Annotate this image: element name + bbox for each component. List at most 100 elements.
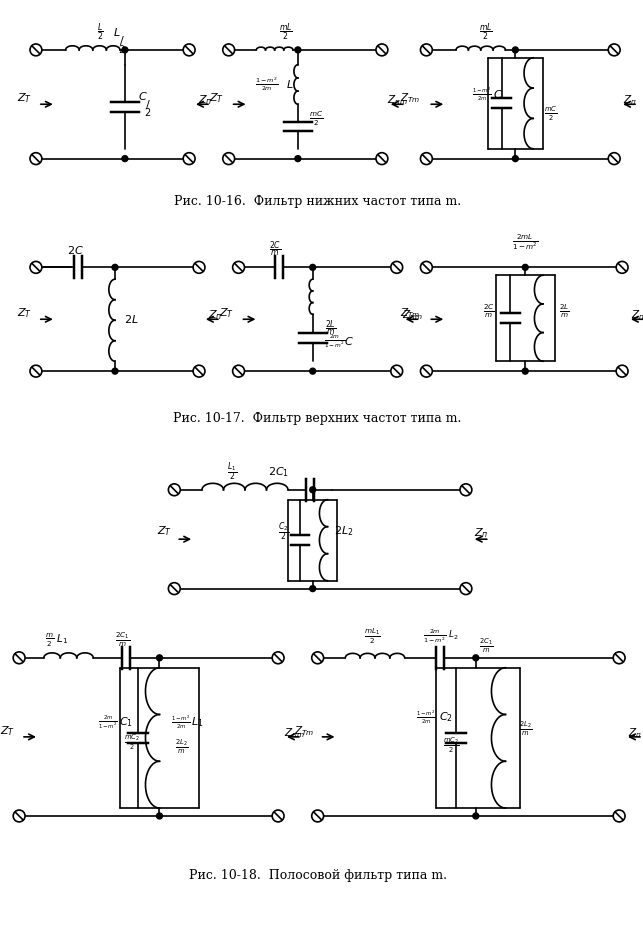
Circle shape	[391, 261, 403, 273]
Circle shape	[295, 47, 301, 53]
Text: $Z_п$: $Z_п$	[623, 93, 637, 107]
Circle shape	[183, 153, 195, 164]
Circle shape	[376, 44, 388, 55]
Text: Рис. 10-18.  Полосовой фильтр типа m.: Рис. 10-18. Полосовой фильтр типа m.	[188, 869, 447, 882]
Circle shape	[272, 810, 284, 822]
Text: $/$: $/$	[119, 35, 125, 48]
Circle shape	[376, 153, 388, 164]
Text: $C_2$: $C_2$	[439, 710, 453, 724]
Text: $2L_2$: $2L_2$	[334, 524, 353, 538]
Text: $\frac{mC_2}{2}$: $\frac{mC_2}{2}$	[443, 735, 460, 755]
Text: $Z_T$: $Z_T$	[209, 91, 224, 105]
Circle shape	[168, 484, 180, 496]
Text: $\frac{2C}{m}$: $\frac{2C}{m}$	[483, 302, 494, 320]
Circle shape	[608, 44, 620, 55]
Text: $C_1$: $C_1$	[119, 716, 133, 729]
Text: $Z_{пm}$: $Z_{пm}$	[284, 726, 304, 740]
Text: $2$: $2$	[144, 106, 151, 118]
Text: $Z_{пm}$: $Z_{пm}$	[387, 93, 408, 107]
Circle shape	[460, 583, 472, 594]
Circle shape	[512, 156, 518, 162]
Circle shape	[193, 365, 205, 377]
Text: $Z_T$: $Z_T$	[157, 524, 172, 538]
Text: $\frac{1-m^2}{2m}$: $\frac{1-m^2}{2m}$	[417, 709, 437, 726]
Text: $\frac{2L}{m}$: $\frac{2L}{m}$	[325, 319, 336, 339]
Text: $\frac{mC}{2}$: $\frac{mC}{2}$	[309, 110, 323, 129]
Circle shape	[613, 652, 625, 664]
Text: $Z_T$: $Z_T$	[0, 724, 15, 738]
Text: $Z_п$: $Z_п$	[475, 527, 489, 540]
Text: $Z_T$: $Z_T$	[17, 306, 32, 320]
Circle shape	[460, 484, 472, 496]
Circle shape	[193, 261, 205, 273]
Text: $\frac{mL}{2}$: $\frac{mL}{2}$	[279, 22, 293, 43]
Text: $\frac{2m}{1-m^2}\ L_2$: $\frac{2m}{1-m^2}\ L_2$	[423, 627, 459, 645]
Text: $\frac{2L}{m}$: $\frac{2L}{m}$	[559, 302, 570, 320]
Circle shape	[421, 153, 432, 164]
Circle shape	[522, 368, 528, 374]
Circle shape	[473, 813, 479, 819]
Circle shape	[312, 652, 323, 664]
Circle shape	[272, 652, 284, 664]
Circle shape	[222, 153, 235, 164]
Text: $2C_1$: $2C_1$	[267, 465, 289, 479]
Text: $\frac{C_2}{2}$: $\frac{C_2}{2}$	[278, 520, 289, 543]
Circle shape	[156, 813, 163, 819]
Circle shape	[30, 44, 42, 55]
Text: $Z_T$: $Z_T$	[219, 306, 234, 320]
Text: $L_1$: $L_1$	[191, 716, 203, 729]
Text: $\frac{L_1}{2}$: $\frac{L_1}{2}$	[226, 461, 237, 484]
Circle shape	[310, 368, 316, 374]
Circle shape	[391, 365, 403, 377]
Text: $\frac{2m}{1-m^2}$: $\frac{2m}{1-m^2}$	[98, 714, 118, 731]
Circle shape	[156, 654, 163, 661]
Text: $Z_п$: $Z_п$	[628, 726, 642, 740]
Text: $\frac{2L_2}{m}$: $\frac{2L_2}{m}$	[518, 720, 532, 738]
Text: $\frac{2mL}{1-m^2}$: $\frac{2mL}{1-m^2}$	[512, 232, 538, 252]
Text: $/$: $/$	[145, 98, 150, 111]
Text: $\frac{mL}{2}$: $\frac{mL}{2}$	[479, 22, 493, 43]
Circle shape	[295, 156, 301, 162]
Text: Рис. 10-17.  Фильтр верхних частот типа m.: Рис. 10-17. Фильтр верхних частот типа m…	[174, 412, 462, 425]
Text: $Z_п$: $Z_п$	[208, 308, 222, 322]
Circle shape	[14, 652, 25, 664]
Circle shape	[421, 261, 432, 273]
Text: $\frac{2C_1}{m}$: $\frac{2C_1}{m}$	[478, 637, 493, 655]
Text: $\frac{2C_1}{m}$: $\frac{2C_1}{m}$	[115, 631, 131, 649]
Circle shape	[608, 153, 620, 164]
Text: $Z_п$: $Z_п$	[631, 308, 643, 322]
Circle shape	[112, 368, 118, 374]
Circle shape	[233, 261, 244, 273]
Text: $Z_{Tm}$: $Z_{Tm}$	[401, 306, 421, 320]
Text: $L$: $L$	[113, 26, 121, 38]
Circle shape	[310, 586, 316, 592]
Text: $\frac{2C}{m}$: $\frac{2C}{m}$	[269, 239, 282, 259]
Circle shape	[616, 365, 628, 377]
Text: $Z_{Tm}$: $Z_{Tm}$	[294, 724, 314, 738]
Text: $2$: $2$	[118, 43, 125, 54]
Circle shape	[473, 654, 479, 661]
Text: $Z_{пm}$: $Z_{пm}$	[403, 308, 423, 322]
Circle shape	[14, 810, 25, 822]
Circle shape	[310, 265, 316, 270]
Circle shape	[122, 156, 128, 162]
Text: $C$: $C$	[138, 90, 147, 102]
Circle shape	[233, 365, 244, 377]
Text: $\frac{1-m^2}{2m}$: $\frac{1-m^2}{2m}$	[171, 714, 191, 731]
Text: $2C$: $2C$	[67, 243, 84, 255]
Circle shape	[30, 153, 42, 164]
Circle shape	[122, 47, 128, 53]
Text: $Z_T$: $Z_T$	[17, 91, 32, 105]
Text: $Z_{Tm}$: $Z_{Tm}$	[401, 91, 421, 105]
Circle shape	[112, 265, 118, 270]
Circle shape	[30, 365, 42, 377]
Text: $\frac{mC}{2}$: $\frac{mC}{2}$	[544, 105, 557, 123]
Text: Рис. 10-16.  Фильтр нижних частот типа m.: Рис. 10-16. Фильтр нижних частот типа m.	[174, 194, 461, 208]
Text: $\frac{2L_2}{m}$: $\frac{2L_2}{m}$	[174, 738, 188, 756]
Circle shape	[421, 44, 432, 55]
Text: $\frac{1-m^2}{2m}$: $\frac{1-m^2}{2m}$	[255, 76, 278, 93]
Text: $\frac{mC_2}{2}$: $\frac{mC_2}{2}$	[125, 732, 141, 751]
Circle shape	[613, 810, 625, 822]
Text: $C$: $C$	[493, 88, 502, 100]
Text: $\frac{L}{2}$: $\frac{L}{2}$	[96, 22, 104, 43]
